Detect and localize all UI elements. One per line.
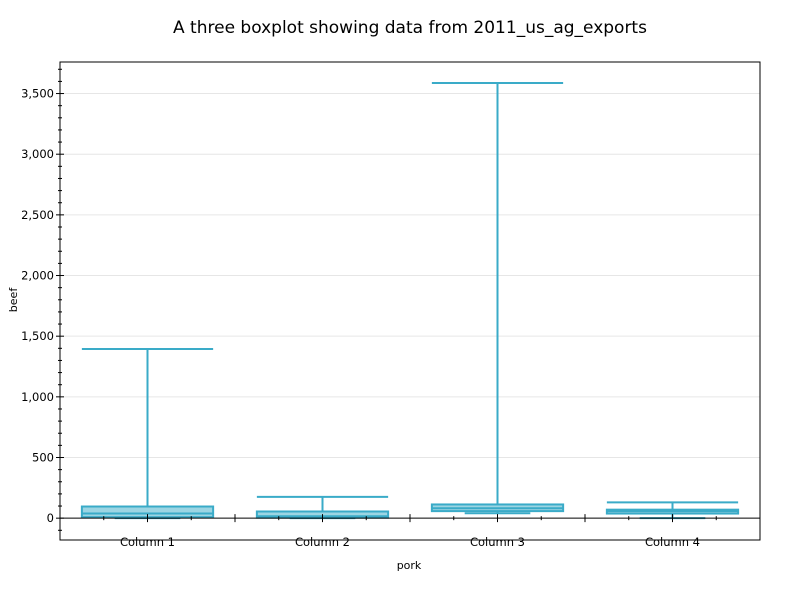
x-tick-label: Column 1 [120,535,175,549]
x-tick-label: Column 2 [295,535,350,549]
chart-title: A three boxplot showing data from 2011_u… [173,18,647,38]
x-tick-label: Column 3 [470,535,525,549]
y-axis-label: beef [7,287,20,313]
y-tick-label: 1,500 [21,329,54,343]
y-tick-label: 1,000 [21,390,54,404]
y-tick-label: 2,000 [21,269,54,283]
grid-lines [60,93,760,459]
y-tick-label: 2,500 [21,208,54,222]
y-tick-label: 0 [47,511,54,525]
box-series [80,81,740,520]
y-tick-label: 500 [32,451,54,465]
axes: 0 500 1,000 1,500 2,000 2,500 3,000 3,500 Column… [21,68,717,549]
box-1 [80,348,215,520]
y-tick-label: 3,500 [21,87,54,101]
box-3 [430,81,565,515]
x-tick-label: Column 4 [645,535,700,549]
x-axis-label: pork [397,559,422,572]
y-tick-label: 3,000 [21,147,54,161]
plot-frame [59,61,761,541]
